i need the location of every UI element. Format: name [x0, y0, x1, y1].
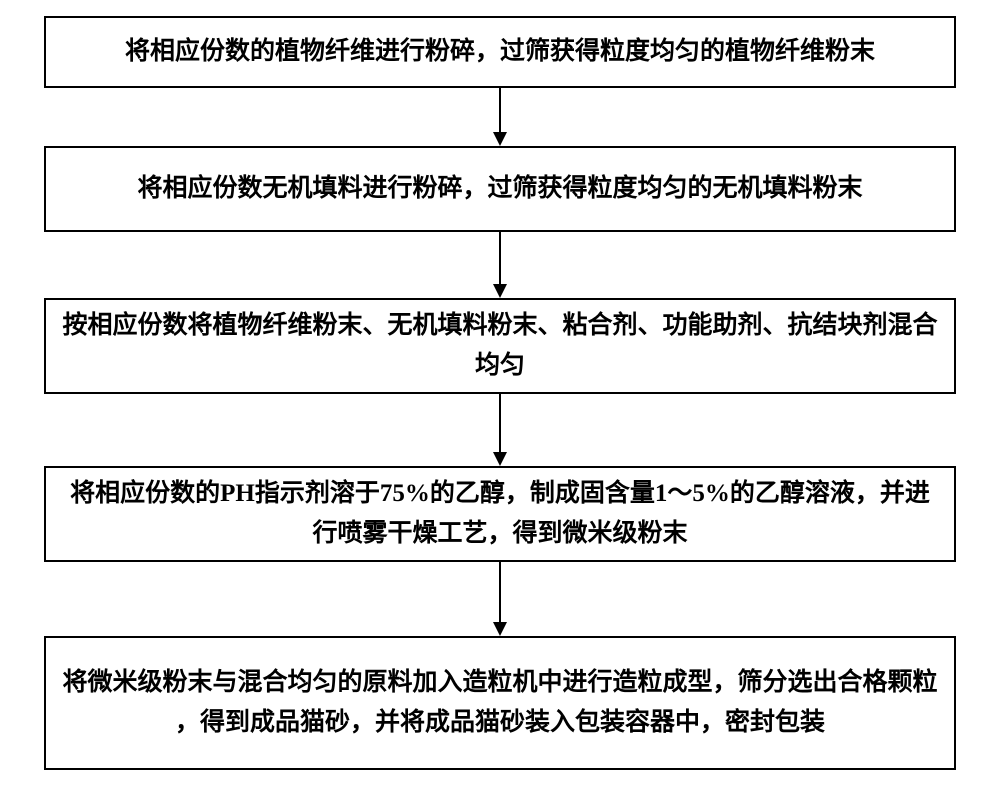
flowchart-step-step1: 将相应份数的植物纤维进行粉碎，过筛获得粒度均匀的植物纤维粉末 — [44, 16, 956, 88]
flowchart-step-step5: 将微米级粉末与混合均匀的原料加入造粒机中进行造粒成型，筛分选出合格颗粒 ，得到成… — [44, 636, 956, 770]
flowchart-step-step3: 按相应份数将植物纤维粉末、无机填料粉末、粘合剂、功能助剂、抗结块剂混合均匀 — [44, 298, 956, 394]
flowchart-step-text: 将微米级粉末与混合均匀的原料加入造粒机中进行造粒成型，筛分选出合格颗粒 ，得到成… — [60, 663, 940, 743]
flowchart-step-text: 将相应份数无机填料进行粉碎，过筛获得粒度均匀的无机填料粉末 — [137, 169, 862, 209]
flowchart-step-step2: 将相应份数无机填料进行粉碎，过筛获得粒度均匀的无机填料粉末 — [44, 146, 956, 232]
flowchart-arrow — [480, 562, 520, 636]
flowchart-step-step4: 将相应份数的PH指示剂溶于75%的乙醇，制成固含量1～5%的乙醇溶液，并进行喷雾… — [44, 466, 956, 562]
flowchart-arrow — [480, 394, 520, 466]
flowchart-step-text: 按相应份数将植物纤维粉末、无机填料粉末、粘合剂、功能助剂、抗结块剂混合均匀 — [60, 306, 940, 386]
flowchart-arrow — [480, 232, 520, 298]
flowchart-step-text: 将相应份数的PH指示剂溶于75%的乙醇，制成固含量1～5%的乙醇溶液，并进行喷雾… — [60, 474, 940, 554]
flowchart-canvas: 将相应份数的植物纤维进行粉碎，过筛获得粒度均匀的植物纤维粉末将相应份数无机填料进… — [0, 0, 1000, 793]
flowchart-step-text: 将相应份数的植物纤维进行粉碎，过筛获得粒度均匀的植物纤维粉末 — [125, 32, 875, 72]
flowchart-arrow — [480, 88, 520, 146]
